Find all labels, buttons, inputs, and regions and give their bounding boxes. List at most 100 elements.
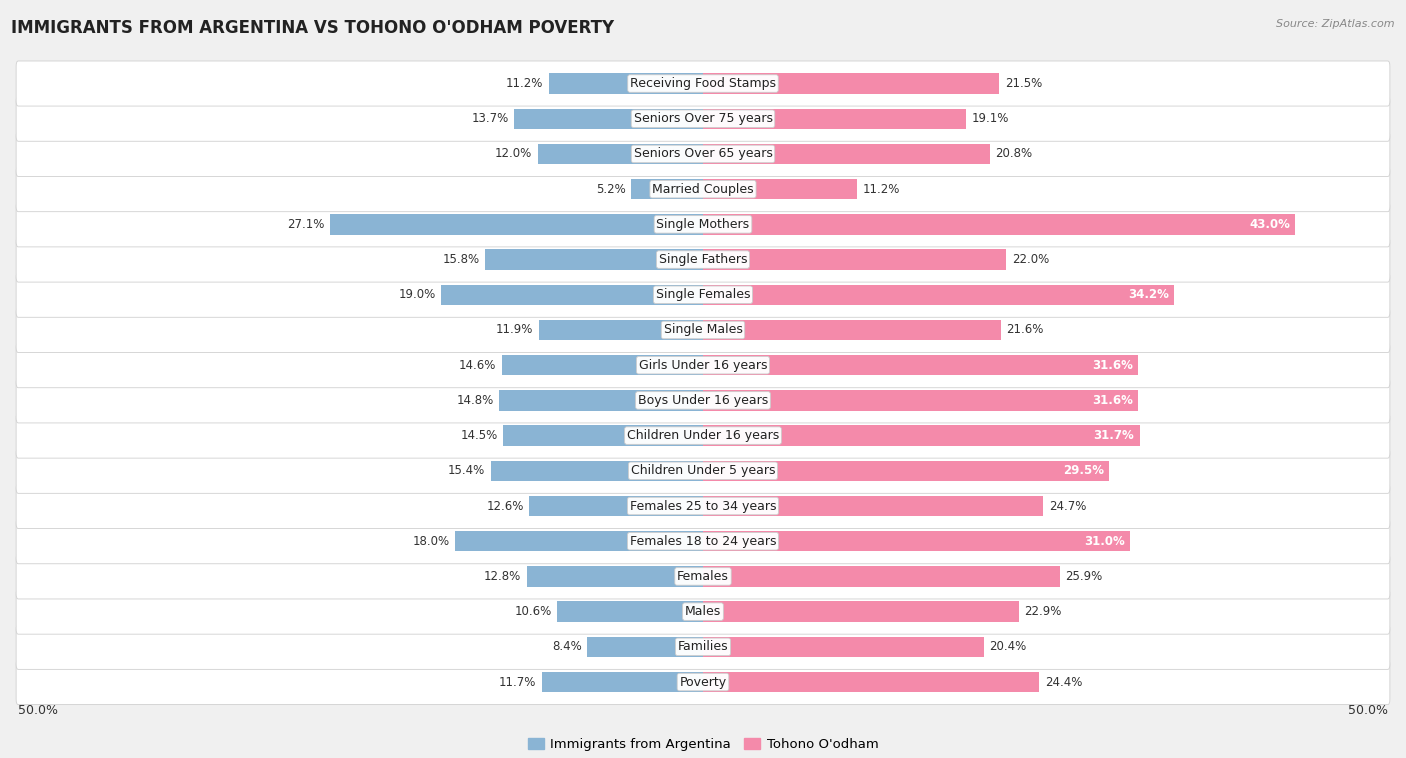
Text: Girls Under 16 years: Girls Under 16 years	[638, 359, 768, 371]
FancyBboxPatch shape	[15, 377, 1391, 423]
Text: 31.6%: 31.6%	[1092, 359, 1133, 371]
Text: 19.1%: 19.1%	[972, 112, 1010, 125]
Bar	[329, 215, 703, 234]
Bar	[631, 179, 703, 199]
Bar	[441, 284, 703, 305]
Bar	[703, 425, 1140, 446]
FancyBboxPatch shape	[15, 589, 1391, 634]
Bar	[502, 355, 703, 375]
Text: 20.8%: 20.8%	[995, 148, 1032, 161]
Text: Married Couples: Married Couples	[652, 183, 754, 196]
Text: IMMIGRANTS FROM ARGENTINA VS TOHONO O'ODHAM POVERTY: IMMIGRANTS FROM ARGENTINA VS TOHONO O'OD…	[11, 19, 614, 37]
Bar	[499, 390, 703, 411]
Legend: Immigrants from Argentina, Tohono O'odham: Immigrants from Argentina, Tohono O'odha…	[523, 733, 883, 756]
Text: 12.8%: 12.8%	[484, 570, 522, 583]
Text: 27.1%: 27.1%	[287, 218, 323, 231]
Bar	[537, 144, 703, 164]
Bar	[541, 672, 703, 692]
Bar	[703, 320, 1001, 340]
Text: 14.5%: 14.5%	[460, 429, 498, 442]
Text: 20.4%: 20.4%	[990, 641, 1026, 653]
Bar	[456, 531, 703, 551]
Bar	[703, 108, 966, 129]
FancyBboxPatch shape	[15, 413, 1391, 458]
Text: Children Under 16 years: Children Under 16 years	[627, 429, 779, 442]
Text: 13.7%: 13.7%	[471, 112, 509, 125]
Text: Females: Females	[678, 570, 728, 583]
Text: 11.9%: 11.9%	[496, 324, 533, 337]
Text: 8.4%: 8.4%	[553, 641, 582, 653]
Text: 31.0%: 31.0%	[1084, 534, 1125, 548]
FancyBboxPatch shape	[15, 61, 1391, 106]
Text: 29.5%: 29.5%	[1063, 465, 1104, 478]
FancyBboxPatch shape	[15, 96, 1391, 141]
Bar	[538, 320, 703, 340]
FancyBboxPatch shape	[15, 202, 1391, 247]
FancyBboxPatch shape	[15, 518, 1391, 564]
Bar	[703, 637, 984, 657]
FancyBboxPatch shape	[15, 659, 1391, 705]
Bar	[703, 390, 1139, 411]
Bar	[703, 74, 1000, 94]
FancyBboxPatch shape	[15, 625, 1391, 669]
Bar	[703, 144, 990, 164]
Text: Single Fathers: Single Fathers	[659, 253, 747, 266]
Text: 15.4%: 15.4%	[449, 465, 485, 478]
Text: Seniors Over 75 years: Seniors Over 75 years	[634, 112, 772, 125]
Bar	[503, 425, 703, 446]
Bar	[703, 355, 1139, 375]
Text: Receiving Food Stamps: Receiving Food Stamps	[630, 77, 776, 90]
FancyBboxPatch shape	[15, 448, 1391, 493]
Text: 50.0%: 50.0%	[18, 704, 58, 717]
Text: Children Under 5 years: Children Under 5 years	[631, 465, 775, 478]
Text: 14.6%: 14.6%	[458, 359, 496, 371]
Text: 34.2%: 34.2%	[1128, 288, 1168, 301]
Bar	[491, 461, 703, 481]
Text: Seniors Over 65 years: Seniors Over 65 years	[634, 148, 772, 161]
Text: 43.0%: 43.0%	[1249, 218, 1289, 231]
Text: 31.7%: 31.7%	[1094, 429, 1135, 442]
Bar	[703, 601, 1018, 622]
Text: 12.0%: 12.0%	[495, 148, 531, 161]
Text: 22.0%: 22.0%	[1012, 253, 1049, 266]
Text: Females 18 to 24 years: Females 18 to 24 years	[630, 534, 776, 548]
Bar	[703, 249, 1007, 270]
Text: Poverty: Poverty	[679, 675, 727, 688]
Text: Females 25 to 34 years: Females 25 to 34 years	[630, 500, 776, 512]
Text: 14.8%: 14.8%	[457, 394, 494, 407]
Text: 10.6%: 10.6%	[515, 605, 551, 618]
Bar	[530, 496, 703, 516]
Bar	[703, 566, 1060, 587]
Text: 11.7%: 11.7%	[499, 675, 536, 688]
Text: 22.9%: 22.9%	[1024, 605, 1062, 618]
Bar	[703, 179, 858, 199]
Bar	[703, 531, 1130, 551]
Bar	[557, 601, 703, 622]
Text: Males: Males	[685, 605, 721, 618]
Text: 19.0%: 19.0%	[398, 288, 436, 301]
Text: Single Females: Single Females	[655, 288, 751, 301]
Text: 24.4%: 24.4%	[1045, 675, 1083, 688]
Bar	[485, 249, 703, 270]
Text: 24.7%: 24.7%	[1049, 500, 1087, 512]
Text: 21.6%: 21.6%	[1007, 324, 1043, 337]
Text: 15.8%: 15.8%	[443, 253, 479, 266]
Text: Boys Under 16 years: Boys Under 16 years	[638, 394, 768, 407]
Text: 18.0%: 18.0%	[412, 534, 450, 548]
Text: 50.0%: 50.0%	[1348, 704, 1388, 717]
Text: 5.2%: 5.2%	[596, 183, 626, 196]
Text: Single Mothers: Single Mothers	[657, 218, 749, 231]
Text: Source: ZipAtlas.com: Source: ZipAtlas.com	[1277, 19, 1395, 29]
FancyBboxPatch shape	[15, 237, 1391, 282]
FancyBboxPatch shape	[15, 272, 1391, 318]
Text: Single Males: Single Males	[664, 324, 742, 337]
Bar	[703, 672, 1039, 692]
Text: 11.2%: 11.2%	[863, 183, 900, 196]
Bar	[703, 496, 1043, 516]
Bar	[548, 74, 703, 94]
Bar	[515, 108, 703, 129]
Bar	[703, 215, 1295, 234]
Bar	[527, 566, 703, 587]
Bar	[703, 461, 1109, 481]
Bar	[703, 284, 1174, 305]
